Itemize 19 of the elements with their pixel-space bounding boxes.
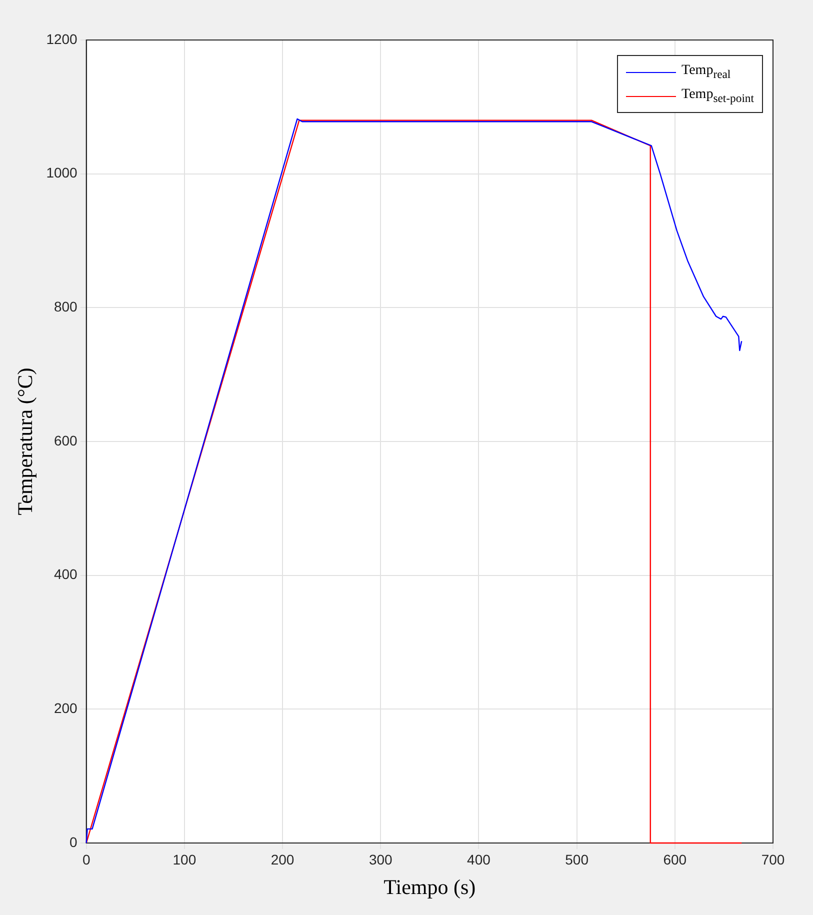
- y-tick-label: 600: [54, 432, 78, 448]
- legend-label: Temp$_{set-point}$: [682, 87, 754, 105]
- x-tick-label: 400: [467, 851, 491, 868]
- x-tick-label: 200: [270, 851, 294, 868]
- y-axis-title: Temperatura (°C): [13, 368, 38, 516]
- x-tick-label: 700: [761, 851, 785, 868]
- x-tick-label: 300: [368, 851, 393, 868]
- y-tick-label: 1000: [46, 164, 78, 181]
- legend-label: Temp$_{real}$: [682, 63, 731, 81]
- y-tick-label: 0: [70, 834, 78, 850]
- y-tick-label: 800: [54, 298, 78, 315]
- y-tick-label: 200: [54, 700, 78, 716]
- x-tick-label: 500: [565, 851, 589, 868]
- y-tick-label: 1200: [46, 30, 78, 47]
- x-tick-label: 600: [663, 851, 687, 868]
- x-axis-title: Tiempo (s): [384, 874, 476, 899]
- x-tick-label: 0: [82, 851, 90, 868]
- x-tick-label: 100: [172, 851, 196, 868]
- y-tick-label: 400: [54, 566, 78, 582]
